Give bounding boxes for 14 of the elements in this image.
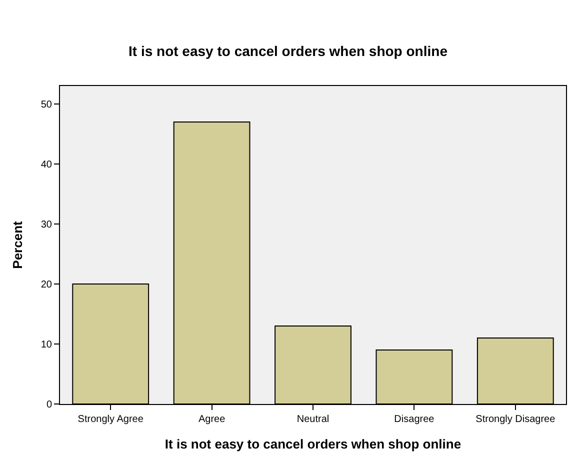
x-tick-label: Neutral [296, 414, 330, 425]
y-tick-label: 0 [46, 400, 52, 410]
chart-title: It is not easy to cancel orders when shop online [128, 42, 448, 59]
y-tick-label: 30 [40, 220, 52, 230]
y-tick-label: 40 [40, 160, 52, 170]
x-axis-title: It is not easy to cancel orders when shop online [164, 436, 462, 452]
y-tick-label: 20 [40, 280, 52, 290]
y-tick-label: 10 [40, 340, 52, 350]
y-axis-title: Percent [10, 220, 25, 269]
x-tick-label: Disagree [394, 414, 435, 425]
x-tick-label: Strongly Disagree [476, 414, 556, 425]
y-tick-label: 50 [40, 100, 52, 110]
x-tick-label: Strongly Agree [78, 414, 144, 425]
x-tick-label: Agree [198, 414, 226, 425]
